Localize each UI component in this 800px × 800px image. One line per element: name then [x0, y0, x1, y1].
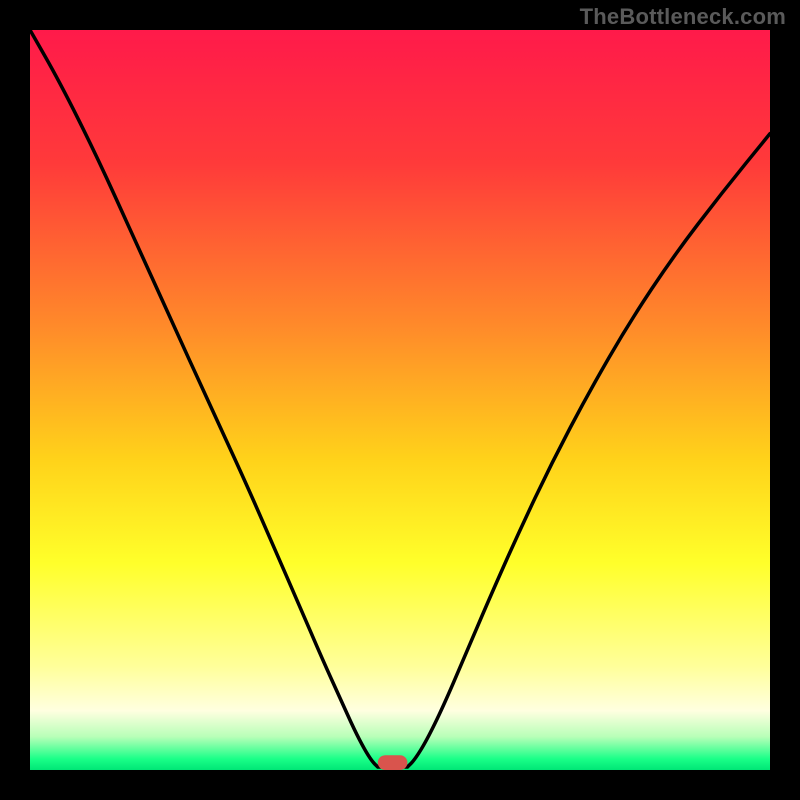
plot-area	[30, 30, 770, 770]
figure-frame: TheBottleneck.com	[0, 0, 800, 800]
notch-marker	[378, 755, 408, 770]
chart-svg	[30, 30, 770, 770]
gradient-background	[30, 30, 770, 770]
watermark-text: TheBottleneck.com	[580, 4, 786, 30]
